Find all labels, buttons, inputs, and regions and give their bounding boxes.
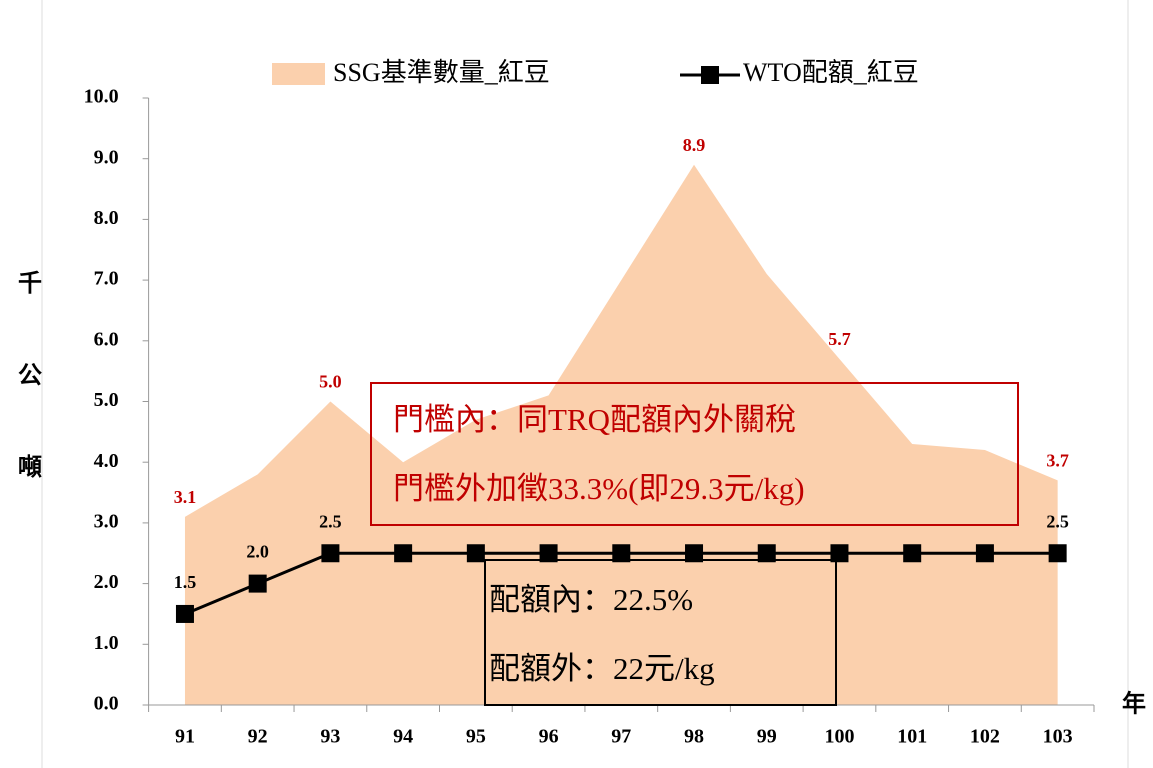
marker — [903, 544, 922, 563]
x-tick-label: 93 — [320, 726, 340, 748]
marker — [394, 544, 413, 563]
data-label: 2.0 — [246, 542, 269, 562]
marker — [175, 604, 194, 623]
y-tick-label: 4.0 — [94, 450, 119, 472]
y-tick-label: 8.0 — [94, 207, 119, 229]
y-tick-label: 9.0 — [94, 146, 119, 168]
x-tick-label: 95 — [466, 726, 486, 748]
marker — [248, 574, 267, 593]
x-tick-label: 91 — [175, 726, 195, 748]
area — [184, 164, 1058, 705]
marker — [321, 544, 340, 563]
marker — [685, 544, 704, 563]
data-label: 1.5 — [174, 572, 197, 592]
x-tick-label: 100 — [824, 726, 854, 748]
marker — [830, 544, 849, 563]
data-label: 2.5 — [319, 511, 342, 531]
annotation-text: 配額外：22元/kg — [489, 651, 715, 686]
legend-swatch — [272, 63, 325, 85]
data-label: 3.1 — [174, 487, 197, 507]
x-tick-label: 96 — [539, 726, 559, 748]
legend-label: WTO配額_紅豆 — [743, 58, 919, 87]
y-tick-label: 5.0 — [94, 389, 119, 411]
y-axis-label: 千公噸 — [13, 270, 41, 546]
x-tick-label: 97 — [611, 726, 631, 748]
x-tick-label: 103 — [1043, 726, 1073, 748]
x-tick-label: 102 — [970, 726, 1000, 748]
legend-label: SSG基準數量_紅豆 — [333, 58, 550, 87]
y-tick-label: 3.0 — [94, 510, 119, 532]
marker — [466, 544, 485, 563]
annotation-text: 配額內：22.5% — [489, 582, 693, 617]
marker — [975, 544, 994, 563]
data-label: 5.7 — [828, 329, 851, 349]
y-tick-label: 1.0 — [94, 632, 119, 654]
x-tick-label: 99 — [757, 726, 777, 748]
data-label: 3.7 — [1046, 451, 1069, 471]
annotation-text: 門檻外加徵33.3%(即29.3元/kg) — [393, 471, 805, 506]
data-label: 2.5 — [1046, 511, 1069, 531]
annotation-box — [484, 559, 837, 706]
y-tick-label: 10.0 — [84, 86, 119, 108]
data-label: 5.0 — [319, 372, 342, 392]
x-tick-label: 98 — [684, 726, 704, 748]
y-tick-label: 6.0 — [94, 328, 119, 350]
marker — [539, 544, 558, 563]
x-tick-label: 94 — [393, 726, 413, 748]
annotation-box — [370, 382, 1019, 526]
marker — [1048, 544, 1067, 563]
y-tick-label: 2.0 — [94, 571, 119, 593]
data-label: 8.9 — [683, 135, 706, 155]
y-tick-label: 7.0 — [94, 268, 119, 290]
y-tick-label: 0.0 — [94, 693, 119, 715]
x-tick-label: 101 — [897, 726, 927, 748]
legend-marker — [701, 66, 719, 84]
x-axis-label: 年 — [1122, 690, 1146, 718]
marker — [612, 544, 631, 563]
marker — [757, 544, 776, 563]
x-tick-label: 92 — [248, 726, 268, 748]
annotation-text: 門檻內：同TRQ配額內外關稅 — [393, 402, 796, 437]
